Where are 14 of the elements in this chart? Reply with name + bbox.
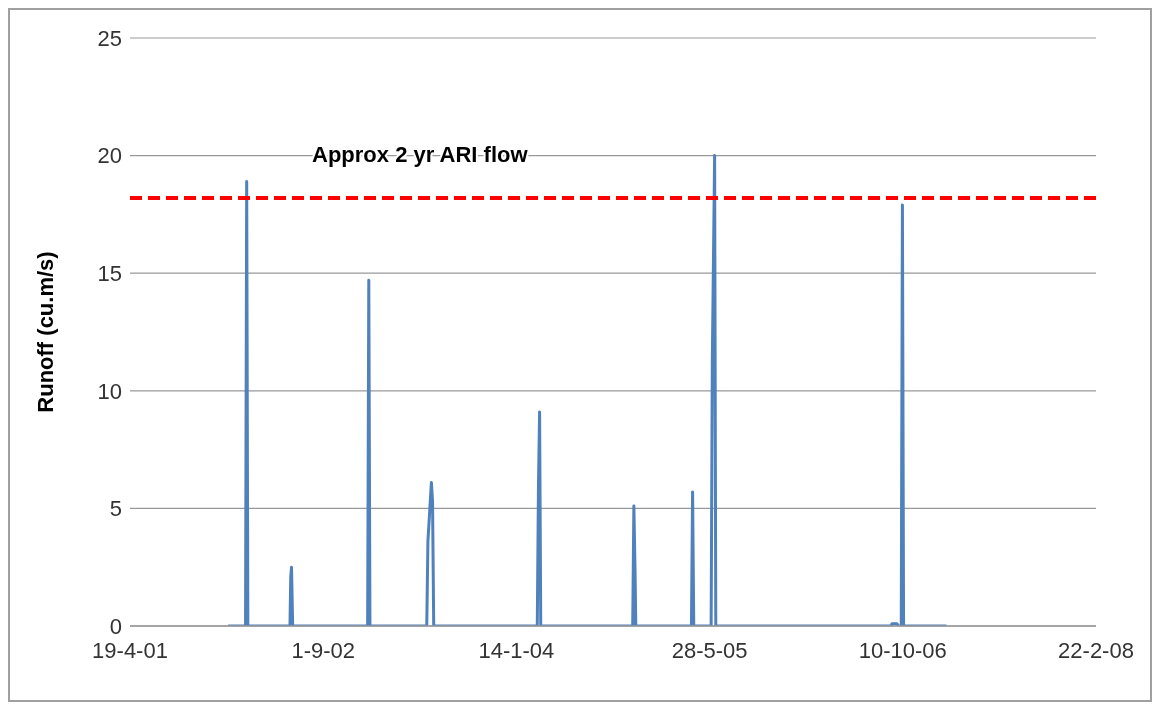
x-tick-label: 19-4-01 (92, 637, 168, 663)
y-axis-title: Runoff (cu.m/s) (32, 251, 58, 413)
y-tick-label: 0 (109, 613, 122, 639)
x-tick-label: 14-1-04 (478, 637, 555, 663)
y-tick-label: 25 (97, 25, 122, 51)
x-tick-label: 10-10-06 (858, 637, 947, 663)
y-tick-label: 10 (97, 378, 122, 404)
x-tick-label: 22-2-08 (1058, 637, 1134, 663)
y-tick-label: 15 (97, 261, 122, 287)
ref-line-label: Approx 2 yr ARI flow (312, 141, 529, 167)
x-tick-label: 28-5-05 (671, 637, 748, 663)
y-tick-label: 5 (109, 496, 122, 522)
x-tick-label: 1-9-02 (291, 637, 355, 663)
y-tick-label: 20 (97, 143, 122, 169)
